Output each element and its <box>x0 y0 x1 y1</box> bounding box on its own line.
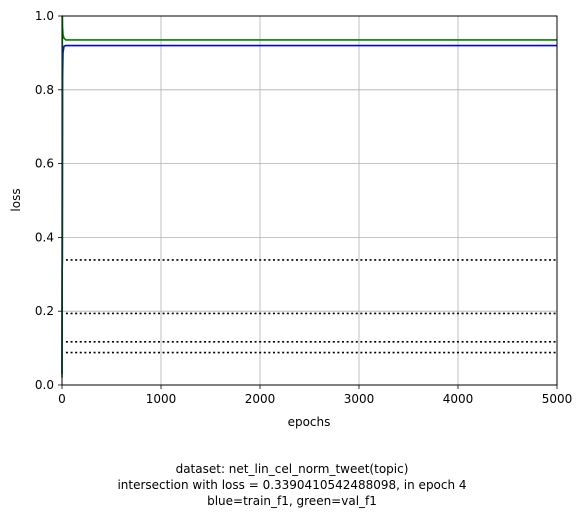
x-axis-ticks: 0 1000 2000 3000 4000 5000 <box>58 385 572 406</box>
x-tick-label-0: 0 <box>58 392 66 406</box>
series-line-0 <box>61 44 557 374</box>
loss-chart: 0 1000 2000 3000 4000 5000 0.0 0.2 0.4 0.6 0.8 1.0… <box>9 9 572 429</box>
y-tick-label-3: 0.6 <box>35 157 54 171</box>
chart-caption: dataset: net_lin_cel_norm_tweet(topic) i… <box>0 461 584 509</box>
x-tick-label-2: 2000 <box>245 392 276 406</box>
caption-intersection: intersection with loss = 0.3390410542488… <box>117 478 467 492</box>
y-axis-ticks: 0.0 0.2 0.4 0.6 0.8 1.0 <box>35 9 62 392</box>
plot-frame <box>61 15 558 386</box>
y-tick-label-0: 0.0 <box>35 378 54 392</box>
threshold-lines <box>65 259 557 354</box>
x-tick-label-4: 4000 <box>443 392 474 406</box>
x-tick-label-1: 1000 <box>146 392 177 406</box>
grid-lines <box>61 15 558 386</box>
series-line-1 <box>61 15 557 378</box>
x-tick-label-3: 3000 <box>344 392 375 406</box>
x-axis-label: epochs <box>288 415 331 429</box>
y-tick-label-5: 1.0 <box>35 9 54 23</box>
x-tick-label-5: 5000 <box>542 392 573 406</box>
y-tick-label-4: 0.8 <box>35 83 54 97</box>
caption-legend: blue=train_f1, green=val_f1 <box>207 494 377 508</box>
y-axis-label: loss <box>9 188 23 211</box>
y-tick-label-1: 0.2 <box>35 304 54 318</box>
series-lines <box>61 15 557 378</box>
y-tick-label-2: 0.4 <box>35 230 54 244</box>
caption-dataset: dataset: net_lin_cel_norm_tweet(topic) <box>175 462 409 476</box>
